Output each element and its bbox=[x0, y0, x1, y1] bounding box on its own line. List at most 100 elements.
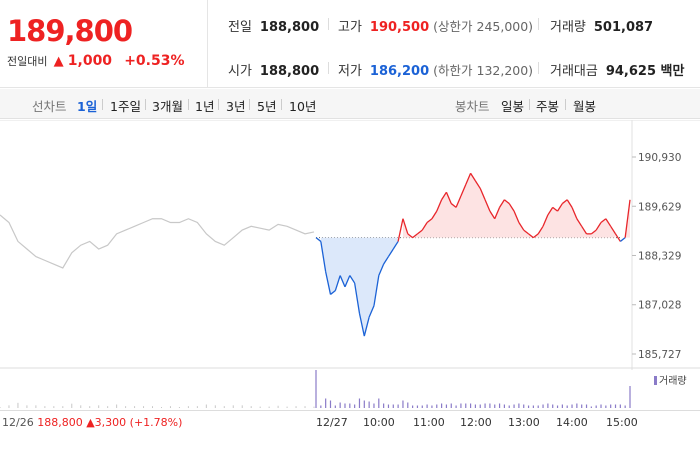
range-3y-tab[interactable]: 3년 bbox=[226, 99, 246, 114]
prev-day-info: 12/26 188,800 ▲3,300 (+1.78%) bbox=[2, 416, 182, 429]
price-line-segment bbox=[503, 199, 510, 205]
y-tick-label: 190,930 bbox=[638, 152, 681, 164]
price-line-segment bbox=[330, 290, 336, 295]
stat-amount: 거래대금 94,625 백만 bbox=[550, 60, 684, 79]
divider bbox=[328, 62, 329, 74]
candle-weekly-tab[interactable]: 주봉 bbox=[536, 99, 560, 114]
stat-high: 고가 190,500 (상한가 245,000) bbox=[338, 16, 533, 35]
y-tick-label: 185,727 bbox=[638, 349, 681, 361]
price-line-segment bbox=[576, 218, 583, 227]
price-line-segment bbox=[508, 203, 515, 212]
range-1d-tab[interactable]: 1일 bbox=[77, 99, 98, 114]
price-chart[interactable]: 190,930 189,629 188,329 187,028 185,727 bbox=[0, 120, 700, 410]
price-line-segment bbox=[537, 225, 544, 235]
stat-prev-close: 전일 188,800 bbox=[228, 16, 319, 35]
x-tick-label: 14:00 bbox=[556, 416, 588, 429]
price-line-segment bbox=[465, 173, 472, 185]
current-price: 189,800 bbox=[7, 14, 133, 48]
divider bbox=[188, 99, 189, 110]
price-line-segment bbox=[499, 199, 505, 208]
price-line-segment bbox=[354, 282, 361, 314]
divider bbox=[538, 62, 539, 74]
prev-day-line bbox=[0, 214, 315, 269]
price-line-segment bbox=[373, 275, 380, 306]
divider bbox=[538, 18, 539, 30]
volume-legend: 거래량 bbox=[654, 372, 687, 387]
divider bbox=[102, 99, 103, 110]
stat-label: 거래대금 bbox=[550, 64, 598, 79]
divider bbox=[145, 99, 146, 110]
x-tick-label: 11:00 bbox=[413, 416, 445, 429]
prev-day-change: ▲3,300 (+1.78%) bbox=[86, 416, 183, 429]
x-tick-label: 12/27 bbox=[316, 416, 348, 429]
price-line-segment bbox=[436, 199, 443, 212]
price-line-segment bbox=[523, 229, 529, 235]
price-line-segment bbox=[571, 207, 578, 219]
divider bbox=[218, 99, 219, 110]
price-line-segment bbox=[358, 313, 365, 337]
price-line-segment bbox=[494, 207, 501, 219]
price-line-segment bbox=[619, 237, 626, 242]
price-line-segment bbox=[344, 275, 351, 288]
price-line-segment bbox=[566, 199, 573, 208]
price-line-segment bbox=[518, 222, 525, 231]
price-line-segment bbox=[556, 203, 563, 212]
stat-value: 186,200 bbox=[369, 64, 430, 79]
price-line-segment bbox=[368, 305, 375, 318]
y-tick-label: 189,629 bbox=[638, 201, 681, 213]
price-line-segment bbox=[590, 229, 597, 235]
range-3m-tab[interactable]: 3개월 bbox=[152, 99, 183, 114]
x-tick-label: 13:00 bbox=[508, 416, 540, 429]
price-line-segment bbox=[614, 233, 621, 242]
candle-monthly-tab[interactable]: 월봉 bbox=[573, 99, 597, 114]
range-1y-tab[interactable]: 1년 bbox=[195, 99, 215, 114]
stat-value: 94,625 백만 bbox=[605, 64, 685, 79]
stat-label: 저가 bbox=[338, 64, 362, 79]
stat-value: 190,500 bbox=[369, 20, 430, 35]
price-line-segment bbox=[334, 275, 341, 291]
range-5y-tab[interactable]: 5년 bbox=[257, 99, 277, 114]
price-line-segment bbox=[561, 199, 568, 205]
price-line-segment bbox=[474, 180, 481, 189]
price-line-segment bbox=[407, 233, 414, 239]
price-line-segment bbox=[349, 275, 356, 284]
above-baseline-fill bbox=[316, 173, 630, 238]
volume-swatch bbox=[654, 376, 657, 385]
below-baseline-fill bbox=[320, 237, 621, 337]
price-line-segment bbox=[513, 210, 520, 223]
price-line-segment bbox=[325, 271, 332, 295]
stat-value: 501,087 bbox=[593, 20, 654, 35]
chart-toolbar: 선차트 1일 1주일 3개월 1년 3년 5년 10년 봉차트 일봉 주봉 월봉 bbox=[0, 89, 700, 119]
price-line-segment bbox=[417, 229, 423, 235]
prev-day-date: 12/26 bbox=[2, 416, 34, 429]
price-line-segment bbox=[595, 222, 602, 231]
price-line-segment bbox=[484, 199, 491, 212]
price-line-segment bbox=[431, 210, 438, 220]
price-line-segment bbox=[605, 218, 612, 227]
price-line-segment bbox=[320, 241, 327, 272]
price-line-segment bbox=[552, 206, 558, 212]
time-axis: 12/26 188,800 ▲3,300 (+1.78%) 12/27 10:0… bbox=[0, 410, 700, 450]
price-line-segment bbox=[441, 191, 447, 201]
stat-value: 188,800 bbox=[259, 64, 320, 79]
price-line-segment bbox=[532, 233, 539, 239]
price-line-segment bbox=[624, 199, 631, 238]
divider bbox=[529, 99, 530, 110]
y-tick-label: 188,329 bbox=[638, 250, 681, 262]
line-chart-label: 선차트 bbox=[32, 99, 67, 114]
up-arrow-icon: ▲ bbox=[53, 54, 64, 69]
stat-low: 저가 186,200 (하한가 132,200) bbox=[338, 60, 533, 79]
range-1w-tab[interactable]: 1주일 bbox=[110, 99, 141, 114]
divider bbox=[565, 99, 566, 110]
candle-daily-tab[interactable]: 일봉 bbox=[501, 99, 525, 114]
candle-chart-label: 봉차트 bbox=[455, 99, 490, 114]
stat-label: 시가 bbox=[228, 64, 252, 79]
price-line-segment bbox=[421, 222, 428, 231]
x-tick-label: 10:00 bbox=[363, 416, 395, 429]
range-10y-tab[interactable]: 10년 bbox=[289, 99, 317, 114]
price-line-segment bbox=[397, 218, 404, 242]
price-line-segment bbox=[402, 218, 409, 235]
quote-header: 189,800 전일대비 ▲ 1,000 +0.53% 전일 188,800 고가… bbox=[0, 0, 700, 88]
price-line-segment bbox=[426, 218, 433, 224]
price-line-segment bbox=[378, 263, 385, 276]
